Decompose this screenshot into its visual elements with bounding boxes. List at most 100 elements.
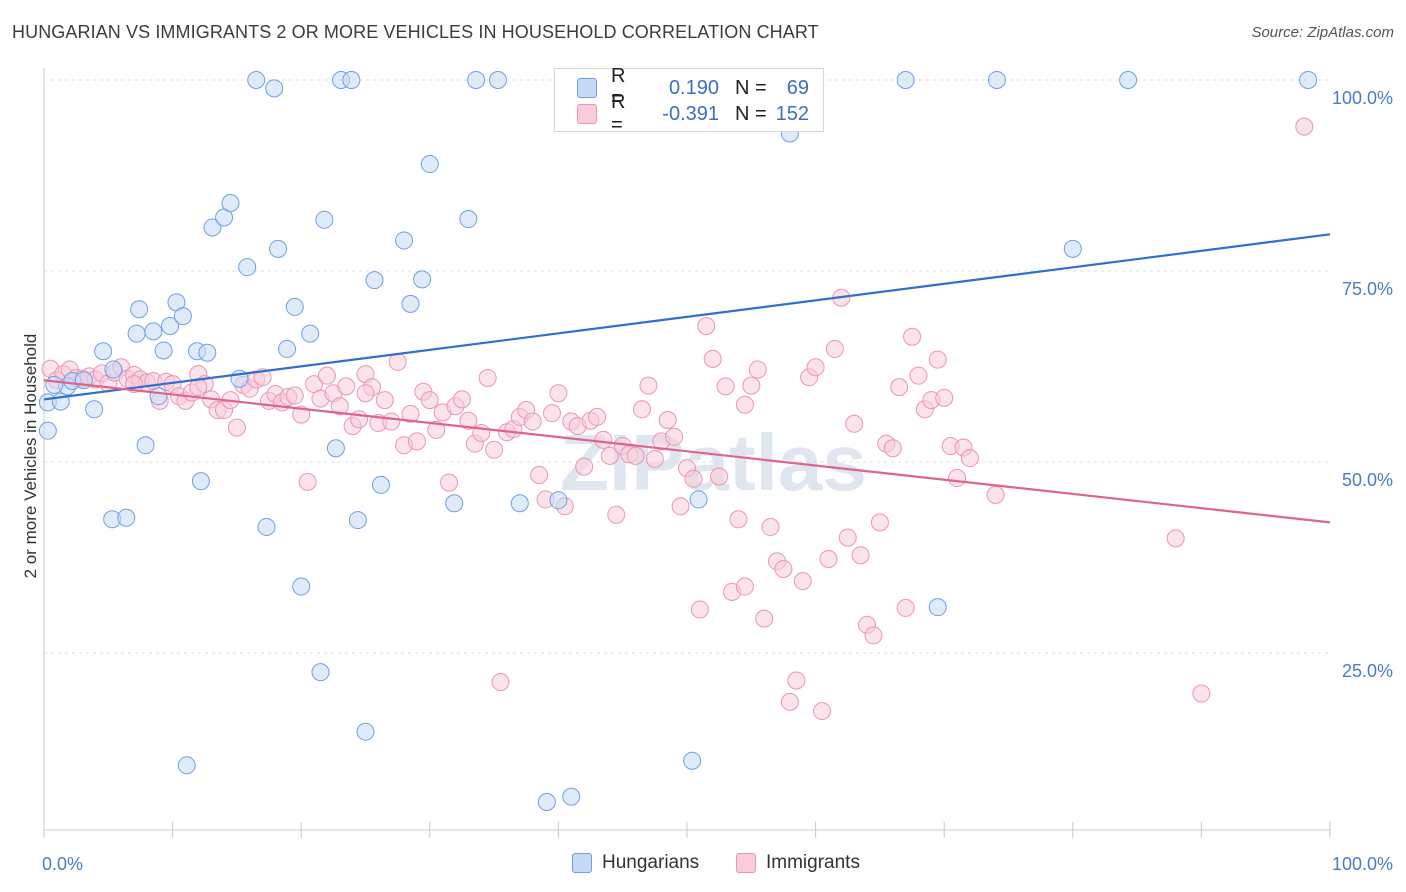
- hungarian-point: [173, 307, 192, 326]
- hungarian-point: [301, 324, 320, 343]
- hungarian-trend-line: [43, 233, 1331, 401]
- y-axis-title: 2 or more Vehicles in Household: [21, 334, 40, 579]
- immigrant-point: [986, 485, 1005, 504]
- immigrant-point: [864, 626, 883, 645]
- legend-row-immigrants: R = -0.391 N = 152: [577, 91, 809, 136]
- r-value: 0.190: [668, 76, 719, 99]
- immigrant-point: [292, 405, 311, 424]
- immigrant-point: [806, 358, 825, 377]
- hungarian-point: [94, 342, 113, 361]
- immigrant-point: [729, 510, 748, 529]
- hungarian-point: [537, 792, 556, 811]
- hungarian-point: [413, 270, 432, 289]
- hungarian-point: [401, 294, 420, 313]
- immigrant-trend-line: [43, 379, 1331, 524]
- hungarian-point: [285, 297, 304, 316]
- hungarian-point: [104, 360, 123, 379]
- legend-label: Immigrants: [766, 852, 860, 873]
- immigrant-point: [671, 497, 690, 516]
- n-value: 69: [786, 76, 809, 99]
- immigrant-point: [375, 391, 394, 410]
- immigrant-point: [459, 411, 478, 430]
- hungarian-point: [198, 343, 217, 362]
- immigrant-point: [703, 349, 722, 368]
- y-tick-label: 100.0%: [1332, 88, 1393, 108]
- hungarian-point: [238, 258, 257, 277]
- immigrant-point: [600, 446, 619, 465]
- immigrant-point: [735, 395, 754, 414]
- immigrant-point: [1192, 684, 1211, 703]
- trend-lines: [43, 233, 1331, 524]
- hungarian-point: [38, 421, 57, 440]
- immigrant-point: [523, 412, 542, 431]
- immigrant-point: [452, 390, 471, 409]
- hungarian-point: [191, 472, 210, 491]
- y-tick-label: 75.0%: [1342, 279, 1393, 299]
- chart-title: HUNGARIAN VS IMMIGRANTS 2 OR MORE VEHICL…: [12, 22, 819, 42]
- immigrant-point: [787, 671, 806, 690]
- immigrant-point: [356, 384, 375, 403]
- immigrant-point: [575, 457, 594, 476]
- immigrant-point: [825, 339, 844, 358]
- immigrant-point: [607, 505, 626, 524]
- hungarian-point: [130, 300, 149, 319]
- hungarian-point: [278, 339, 297, 358]
- hungarian-point: [269, 239, 288, 258]
- hungarian-point: [342, 71, 361, 89]
- immigrant-point: [440, 473, 459, 492]
- y-tick-labels: 100.0% 75.0% 50.0% 25.0%: [1332, 88, 1393, 681]
- immigrant-point: [748, 360, 767, 379]
- immigrant-point: [645, 449, 664, 468]
- hungarian-point: [488, 71, 507, 89]
- hungarian-point: [510, 494, 529, 513]
- data-points: [38, 71, 1318, 811]
- hungarian-point: [420, 155, 439, 174]
- hungarian-point: [45, 375, 64, 394]
- immigrant-point: [665, 427, 684, 446]
- gridlines: [44, 79, 1330, 654]
- immigrant-point: [632, 400, 651, 419]
- r-label: R =: [611, 65, 626, 110]
- hungarian-point: [221, 194, 240, 213]
- x-tick-label: 0.0%: [42, 854, 83, 874]
- hungarian-point: [265, 79, 284, 98]
- hungarian-point: [356, 722, 375, 741]
- hungarian-point: [247, 71, 266, 89]
- immigrant-point: [813, 702, 832, 721]
- n-label: N =: [735, 102, 767, 125]
- legend-row-hungarians: R = 0.190 N = 69: [577, 65, 809, 110]
- immigrant-point: [819, 550, 838, 569]
- x-tick-label: 100.0%: [1332, 854, 1393, 874]
- hungarian-point: [85, 400, 104, 419]
- immigrant-point: [1295, 117, 1314, 136]
- immigrant-point: [401, 404, 420, 423]
- immigrant-point: [935, 388, 954, 407]
- hungarian-point: [161, 317, 180, 336]
- hungarian-point: [136, 436, 155, 455]
- hungarian-point: [365, 271, 384, 290]
- hungarian-point: [149, 387, 168, 406]
- hungarian-point: [987, 71, 1006, 89]
- immigrant-point: [761, 517, 780, 536]
- legend-swatch-pink: [736, 853, 756, 873]
- hungarian-point: [348, 511, 367, 530]
- immigrant-point: [870, 513, 889, 532]
- legend-item-immigrants[interactable]: Immigrants: [736, 852, 860, 874]
- immigrant-point: [948, 469, 967, 488]
- hungarian-point: [683, 751, 702, 770]
- legend-label: Hungarians: [602, 852, 700, 873]
- immigrant-point: [960, 449, 979, 468]
- r-label: R =: [611, 91, 626, 136]
- hungarian-point: [154, 341, 173, 360]
- hungarian-point: [177, 756, 196, 775]
- y-tick-label: 50.0%: [1342, 470, 1393, 490]
- r-value: -0.391: [662, 102, 719, 125]
- immigrant-point: [710, 467, 729, 486]
- immigrant-point: [774, 559, 793, 578]
- legend-item-hungarians[interactable]: Hungarians: [572, 852, 699, 874]
- immigrant-point: [530, 465, 549, 484]
- immigrant-point: [690, 600, 709, 619]
- hungarian-point: [928, 598, 947, 617]
- hungarian-point: [689, 490, 708, 509]
- hungarian-point: [549, 491, 568, 510]
